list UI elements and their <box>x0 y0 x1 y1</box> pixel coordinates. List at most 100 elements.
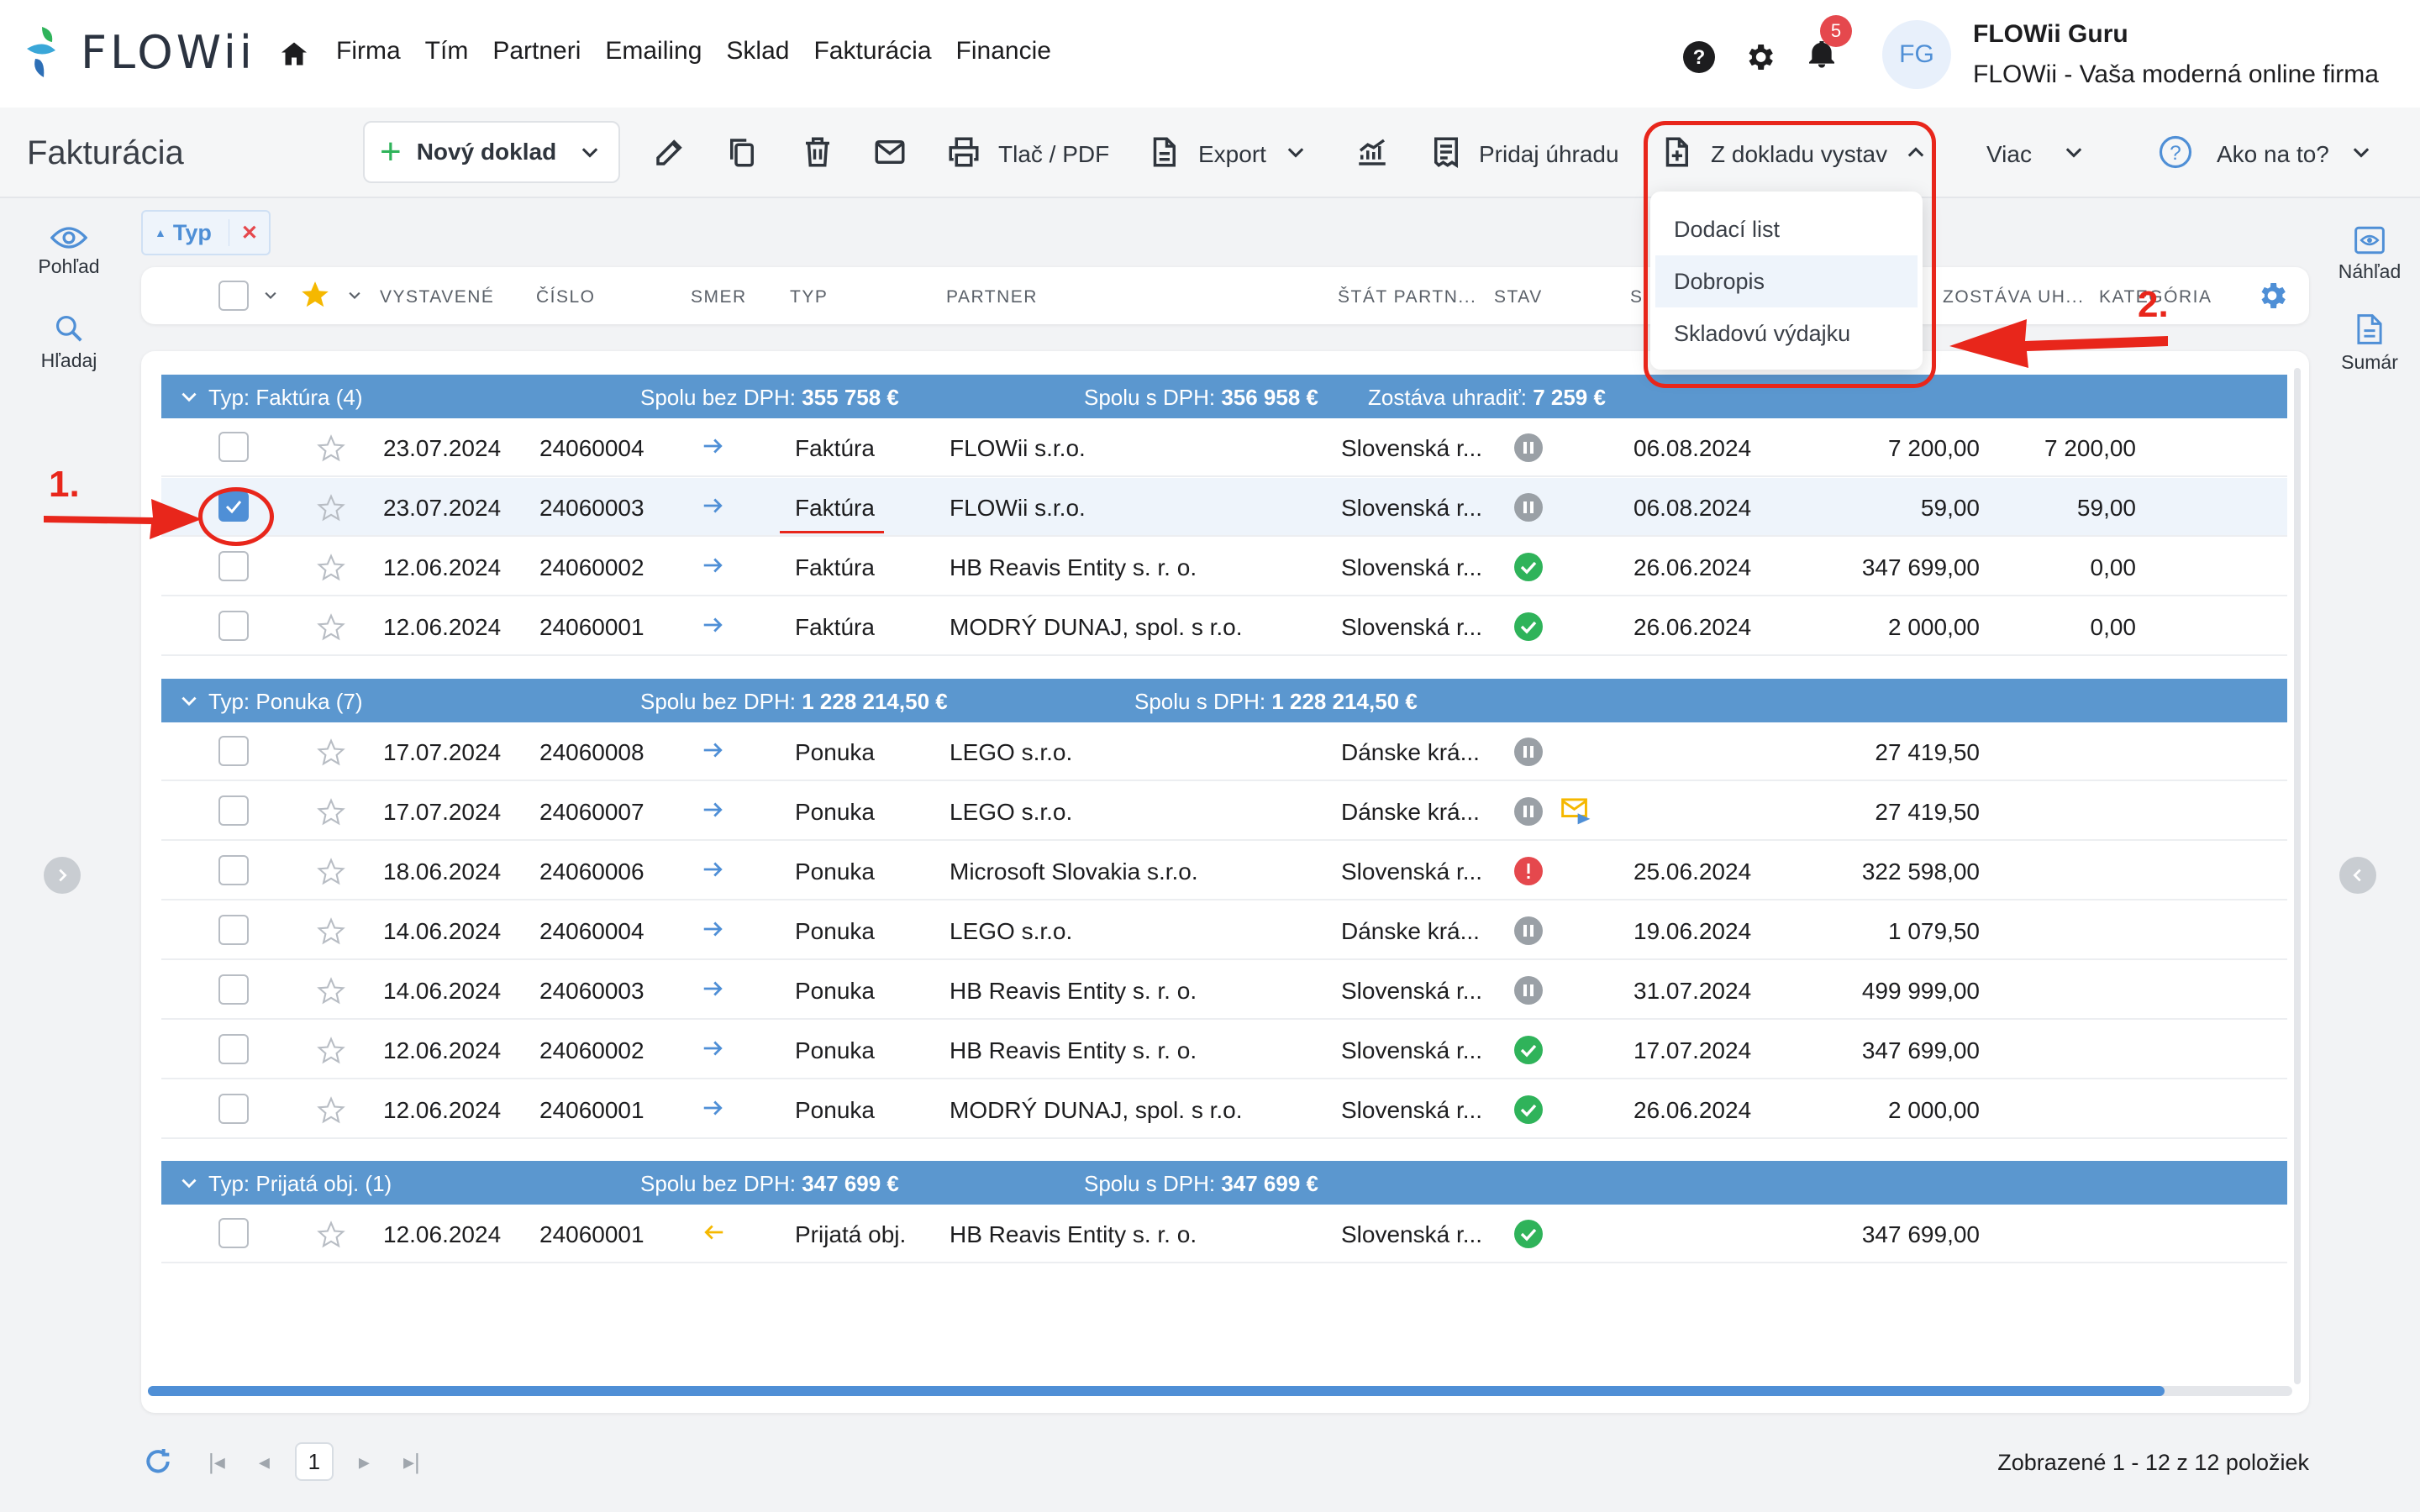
dropdown-item-delivery-note[interactable]: Dodací list <box>1674 216 1781 242</box>
table-row[interactable]: 17.07.2024 24060007 Ponuka LEGO s.r.o. Dánsk… <box>161 782 2287 841</box>
summary-panel-button[interactable]: Sumár <box>2319 312 2420 374</box>
menu-tim[interactable]: Tím <box>424 37 469 65</box>
col-remaining[interactable]: ZOSTÁVA UH... <box>1943 287 2085 307</box>
current-page-button[interactable]: 1 <box>294 1442 334 1481</box>
group-header-bar[interactable]: Typ: Faktúra (4) Spolu bez DPH: 355 758 €… <box>161 375 2287 418</box>
row-checkbox[interactable] <box>218 1034 249 1064</box>
new-document-button[interactable]: + Nový doklad <box>363 121 620 183</box>
dropdown-item-credit-note[interactable]: Dobropis <box>1655 255 1918 307</box>
row-checkbox[interactable] <box>218 551 249 581</box>
email-envelope-icon[interactable] <box>872 134 908 170</box>
favorite-star-icon[interactable] <box>316 433 346 470</box>
copy-icon[interactable] <box>724 134 760 170</box>
favorite-star-icon[interactable] <box>316 612 346 648</box>
export-label[interactable]: Export <box>1198 141 1266 167</box>
row-checkbox[interactable] <box>218 974 249 1005</box>
favorite-star-icon[interactable] <box>316 738 346 774</box>
export-document-icon[interactable] <box>1146 134 1181 170</box>
preview-panel-button[interactable]: Náhľad <box>2319 225 2420 283</box>
collapse-group-chevron-icon[interactable] <box>178 1173 200 1200</box>
vertical-scrollbar[interactable] <box>2294 368 2301 1384</box>
col-type[interactable]: TYP <box>790 287 829 307</box>
favorite-star-icon[interactable] <box>316 1095 346 1131</box>
export-chevron-down-icon[interactable] <box>1284 141 1307 165</box>
how-to-label[interactable]: Ako na to? <box>2217 141 2329 167</box>
table-row[interactable]: 14.06.2024 24060004 Ponuka LEGO s.r.o. Dánsk… <box>161 901 2287 960</box>
table-row[interactable]: 12.06.2024 24060001 Ponuka MODRÝ DUNAJ, spo… <box>161 1080 2287 1139</box>
statistics-chart-icon[interactable] <box>1355 134 1390 170</box>
favorite-star-icon[interactable] <box>316 1220 346 1256</box>
expand-right-panel-button[interactable] <box>2339 857 2376 894</box>
delete-trash-icon[interactable] <box>800 134 835 170</box>
row-checkbox[interactable] <box>218 1094 249 1124</box>
table-row[interactable]: 14.06.2024 24060003 Ponuka HB Reavis Entity… <box>161 961 2287 1020</box>
menu-partneri[interactable]: Partneri <box>492 37 581 65</box>
notifications-bell-icon[interactable] <box>1805 37 1839 71</box>
collapse-group-chevron-icon[interactable] <box>178 690 200 718</box>
favorite-star-icon[interactable] <box>316 976 346 1012</box>
table-row[interactable]: 12.06.2024 24060002 Ponuka HB Reavis Entity… <box>161 1021 2287 1079</box>
row-checkbox[interactable] <box>218 915 249 945</box>
favorite-options-chevron-icon[interactable] <box>346 287 363 304</box>
home-icon[interactable] <box>279 39 309 69</box>
select-all-checkbox[interactable] <box>218 281 249 311</box>
horizontal-scrollbar[interactable] <box>148 1386 2292 1396</box>
next-page-icon[interactable]: ▸ <box>358 1448 370 1474</box>
payment-receipt-icon[interactable] <box>1428 134 1464 170</box>
more-label[interactable]: Viac <box>1986 141 2032 167</box>
col-category[interactable]: KATEGÓRIA <box>2099 287 2212 307</box>
column-settings-gear-icon[interactable] <box>2255 279 2289 312</box>
collapse-group-chevron-icon[interactable] <box>178 386 200 414</box>
group-header-bar[interactable]: Typ: Ponuka (7) Spolu bez DPH: 1 228 214,… <box>161 679 2287 722</box>
col-due-date[interactable]: S <box>1630 287 1644 307</box>
add-payment-label[interactable]: Pridaj úhradu <box>1479 141 1619 167</box>
col-partner-country[interactable]: ŠTÁT PARTN... <box>1338 287 1477 307</box>
row-checkbox[interactable] <box>218 611 249 641</box>
row-checkbox[interactable] <box>218 795 249 826</box>
prev-page-icon[interactable]: ◂ <box>258 1448 270 1474</box>
col-status[interactable]: STAV <box>1494 287 1543 307</box>
last-page-icon[interactable]: ▸| <box>402 1448 420 1474</box>
menu-fakturacia[interactable]: Fakturácia <box>813 37 932 65</box>
create-from-document-icon[interactable] <box>1659 134 1694 170</box>
row-checkbox[interactable] <box>218 1218 249 1248</box>
col-number[interactable]: ČÍSLO <box>536 287 596 307</box>
favorite-star-icon[interactable] <box>316 916 346 953</box>
table-row[interactable]: 17.07.2024 24060008 Ponuka LEGO s.r.o. Dánsk… <box>161 722 2287 781</box>
row-checkbox[interactable] <box>218 855 249 885</box>
help-circle-icon[interactable]: ? <box>2158 134 2193 170</box>
table-row[interactable]: 12.06.2024 24060001 Prijatá obj. HB Reavis … <box>161 1205 2287 1263</box>
favorite-filter-star-icon[interactable] <box>299 279 331 311</box>
how-to-chevron-down-icon[interactable] <box>2349 141 2373 165</box>
group-header-bar[interactable]: Typ: Prijatá obj. (1) Spolu bez DPH: 347 … <box>161 1161 2287 1205</box>
select-options-chevron-icon[interactable] <box>262 287 279 304</box>
user-avatar[interactable]: FG <box>1882 20 1951 89</box>
printer-icon[interactable] <box>946 134 981 170</box>
settings-gear-icon[interactable] <box>1743 40 1776 74</box>
refresh-icon[interactable] <box>141 1445 175 1478</box>
first-page-icon[interactable]: |◂ <box>208 1448 225 1474</box>
more-chevron-down-icon[interactable] <box>2062 141 2086 165</box>
edit-pencil-icon[interactable] <box>652 134 687 170</box>
favorite-star-icon[interactable] <box>316 493 346 529</box>
menu-financie[interactable]: Financie <box>955 37 1051 65</box>
menu-emailing[interactable]: Emailing <box>605 37 702 65</box>
favorite-star-icon[interactable] <box>316 857 346 893</box>
table-row[interactable]: 18.06.2024 24060006 Ponuka Microsoft Slovak… <box>161 842 2287 900</box>
favorite-star-icon[interactable] <box>316 553 346 589</box>
search-panel-button[interactable]: Hľadaj <box>18 312 119 372</box>
col-partner[interactable]: PARTNER <box>946 287 1038 307</box>
flowii-logo[interactable]: FLOWii <box>25 25 255 79</box>
menu-sklad[interactable]: Sklad <box>726 37 790 65</box>
menu-firma[interactable]: Firma <box>336 37 401 65</box>
horizontal-scrollbar-thumb[interactable] <box>148 1386 2165 1396</box>
view-panel-button[interactable]: Pohľad <box>18 225 119 278</box>
table-row[interactable]: 23.07.2024 24060003 Faktúra FLOWii s.r.o. Sl… <box>161 478 2287 537</box>
table-row[interactable]: 12.06.2024 24060002 Faktúra HB Reavis Entit… <box>161 538 2287 596</box>
chevron-up-icon[interactable] <box>1904 141 1928 165</box>
filter-chip-type[interactable]: ▲ Typ ✕ <box>141 210 271 255</box>
print-pdf-label[interactable]: Tlač / PDF <box>998 141 1110 167</box>
col-direction[interactable]: SMER <box>691 287 747 307</box>
col-issued[interactable]: VYSTAVENÉ <box>380 287 495 307</box>
table-row[interactable]: 12.06.2024 24060001 Faktúra MODRÝ DUNAJ, sp… <box>161 597 2287 656</box>
